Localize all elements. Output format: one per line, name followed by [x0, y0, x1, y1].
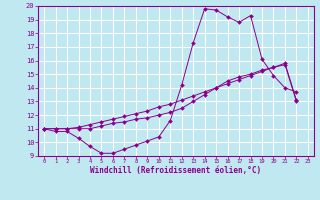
- X-axis label: Windchill (Refroidissement éolien,°C): Windchill (Refroidissement éolien,°C): [91, 166, 261, 175]
